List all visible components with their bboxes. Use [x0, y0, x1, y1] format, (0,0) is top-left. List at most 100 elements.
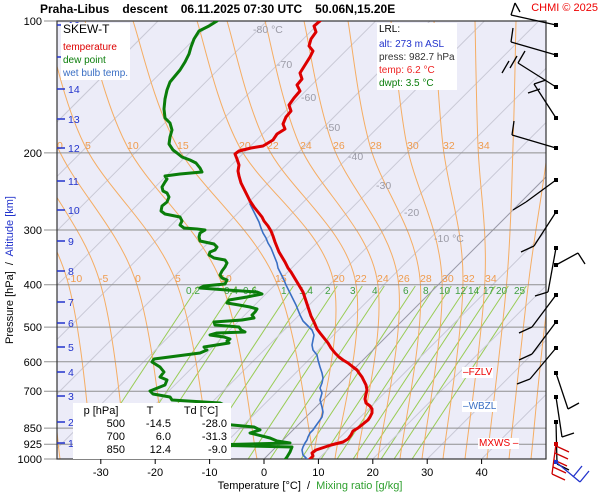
- pressure-tick-label: 100: [24, 16, 42, 28]
- adiabat-label: 28: [420, 273, 432, 285]
- adiabat-label: 30: [442, 273, 454, 285]
- wind-barb: [518, 293, 558, 334]
- isotherm-label: -70: [277, 59, 292, 71]
- isotherm-line: [57, 21, 322, 286]
- adiabat-line: [347, 21, 422, 459]
- altitude-tick-label: 3: [68, 391, 74, 403]
- adiabat-label: 28: [370, 140, 382, 152]
- adiabat-line: [553, 21, 600, 459]
- mixing-ratio-line: [247, 285, 363, 459]
- temp-tick-label: -30: [93, 467, 109, 479]
- mixing-ratio-label: 10: [439, 286, 451, 297]
- adiabat-label: 20: [333, 273, 345, 285]
- legend-item-dewpoint: dew point: [63, 55, 106, 66]
- adiabat-label: 15: [177, 140, 189, 152]
- wind-barb-station-dot: [554, 53, 558, 57]
- isotherm-line: [426, 339, 546, 459]
- altitude-tick-label: 9: [68, 236, 74, 248]
- altitude-tick-label: 11: [68, 176, 79, 188]
- pressure-tick-label: 700: [24, 386, 42, 398]
- wind-barb: [520, 210, 558, 253]
- wind-barb: [554, 252, 586, 267]
- adiabat-line: [530, 310, 546, 459]
- altitude-tick-label: 1: [68, 438, 74, 450]
- isotherm-label: -80 °C: [253, 24, 283, 36]
- mixing-ratio-label: 17: [483, 286, 495, 297]
- pressure-tick-label: 600: [24, 357, 42, 369]
- isotherm-label: -30: [376, 180, 391, 192]
- adiabat-label: 34: [485, 273, 497, 285]
- wind-barb-station-dot: [554, 371, 558, 375]
- plot-frame: [56, 20, 547, 460]
- mixing-ratio-label: 8: [423, 286, 429, 297]
- wind-barb-station-dot: [554, 210, 558, 214]
- wind-barb-station-dot: [554, 85, 558, 89]
- altitude-tick-label: 14: [68, 84, 80, 96]
- adiabat-label: 32: [443, 140, 455, 152]
- temp-tick-label: -20: [147, 467, 163, 479]
- wind-barb-station-dot: [554, 146, 558, 150]
- adiabat-line: [57, 144, 167, 459]
- wind-barb: [501, 50, 558, 89]
- mixing-ratio-line: [352, 285, 468, 459]
- wet-bulb-zero-marker: –WBZL: [462, 401, 498, 412]
- wind-barb-station-dot: [554, 116, 558, 120]
- adiabat-label: 22: [267, 140, 279, 152]
- wind-barb-station-dot: [554, 320, 558, 324]
- x-axis-title: Temperature [°C] / Mixing ratio [g/kg]: [217, 480, 403, 492]
- legend-item-wetbulb: wet bulb temp.: [63, 68, 129, 79]
- wind-barb: [527, 79, 558, 120]
- sounding-mode: descent: [122, 2, 168, 16]
- pressure-tick-label: 1000: [18, 454, 42, 466]
- adiabat-label: 10: [127, 140, 139, 152]
- altitude-tick-label: 10: [68, 205, 80, 217]
- adiabat-line: [575, 21, 600, 459]
- adiabat-line: [464, 21, 486, 459]
- wind-barb-station-dot: [554, 263, 558, 267]
- pressure-tick-label: 925: [24, 439, 42, 451]
- curve-dew-point: [148, 21, 294, 459]
- mixing-ratio-label: 14: [468, 286, 480, 297]
- mixing-ratio-label: 25: [514, 286, 526, 297]
- wind-barb: [516, 346, 558, 385]
- wind-barb-station-dot: [554, 23, 558, 27]
- legend: SKEW-T temperature dew point wet bulb te…: [61, 22, 131, 80]
- temp-tick-label: 40: [475, 467, 487, 479]
- adiabat-label: 24: [300, 140, 312, 152]
- adiabat-label: -10: [67, 273, 82, 285]
- temp-tick-label: 20: [367, 467, 379, 479]
- adiabat-label: 34: [478, 140, 490, 152]
- station-coords: 50.06N,15.20E: [315, 2, 396, 16]
- curve-temperature: [233, 21, 374, 459]
- wind-barb: [518, 320, 558, 361]
- mixing-ratio-label: 20: [496, 286, 508, 297]
- mixing-ratio-label: 6: [403, 286, 409, 297]
- altitude-tick-label: 6: [68, 318, 74, 330]
- wind-barb: [510, 27, 558, 57]
- isotherm-line: [154, 67, 546, 459]
- adiabat-line: [196, 21, 337, 459]
- chart-type-label: SKEW-T: [63, 22, 110, 36]
- max-wind-marker: MXWS –: [478, 438, 520, 449]
- adiabat-line: [508, 158, 546, 459]
- adiabat-line: [57, 196, 128, 459]
- levels-table-header: p [hPa] T Td [°C]: [83, 405, 219, 417]
- levels-table: p [hPa] T Td [°C] 500 -14.5 -28.0 700 6.0 -31.…: [73, 403, 231, 459]
- wind-barb: [511, 120, 558, 150]
- adiabat-label: 30: [407, 140, 419, 152]
- wind-barb-station-dot: [554, 442, 558, 446]
- adiabat-line: [57, 64, 212, 459]
- adiabat-label: 32: [463, 273, 475, 285]
- mixing-ratio-line: [393, 285, 509, 459]
- curve-wet-bulb-temp-: [249, 203, 324, 459]
- station-name: Praha-Libus: [40, 2, 110, 16]
- y-axis-title: Pressure [hPa] / Altitude [km]: [4, 196, 16, 344]
- title-bar: Praha-Libus descent 06.11.2025 07:30 UTC 50…: [40, 2, 408, 16]
- adiabat-label: 24: [377, 273, 389, 285]
- adiabat-label: 26: [398, 273, 410, 285]
- isotherm-line: [263, 176, 546, 459]
- isotherm-line: [372, 285, 546, 459]
- isotherm-label: -40: [348, 151, 363, 163]
- isotherm-label: -20: [404, 207, 419, 219]
